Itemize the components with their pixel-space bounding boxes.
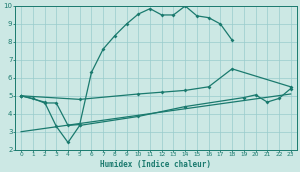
X-axis label: Humidex (Indice chaleur): Humidex (Indice chaleur) [100,159,212,169]
